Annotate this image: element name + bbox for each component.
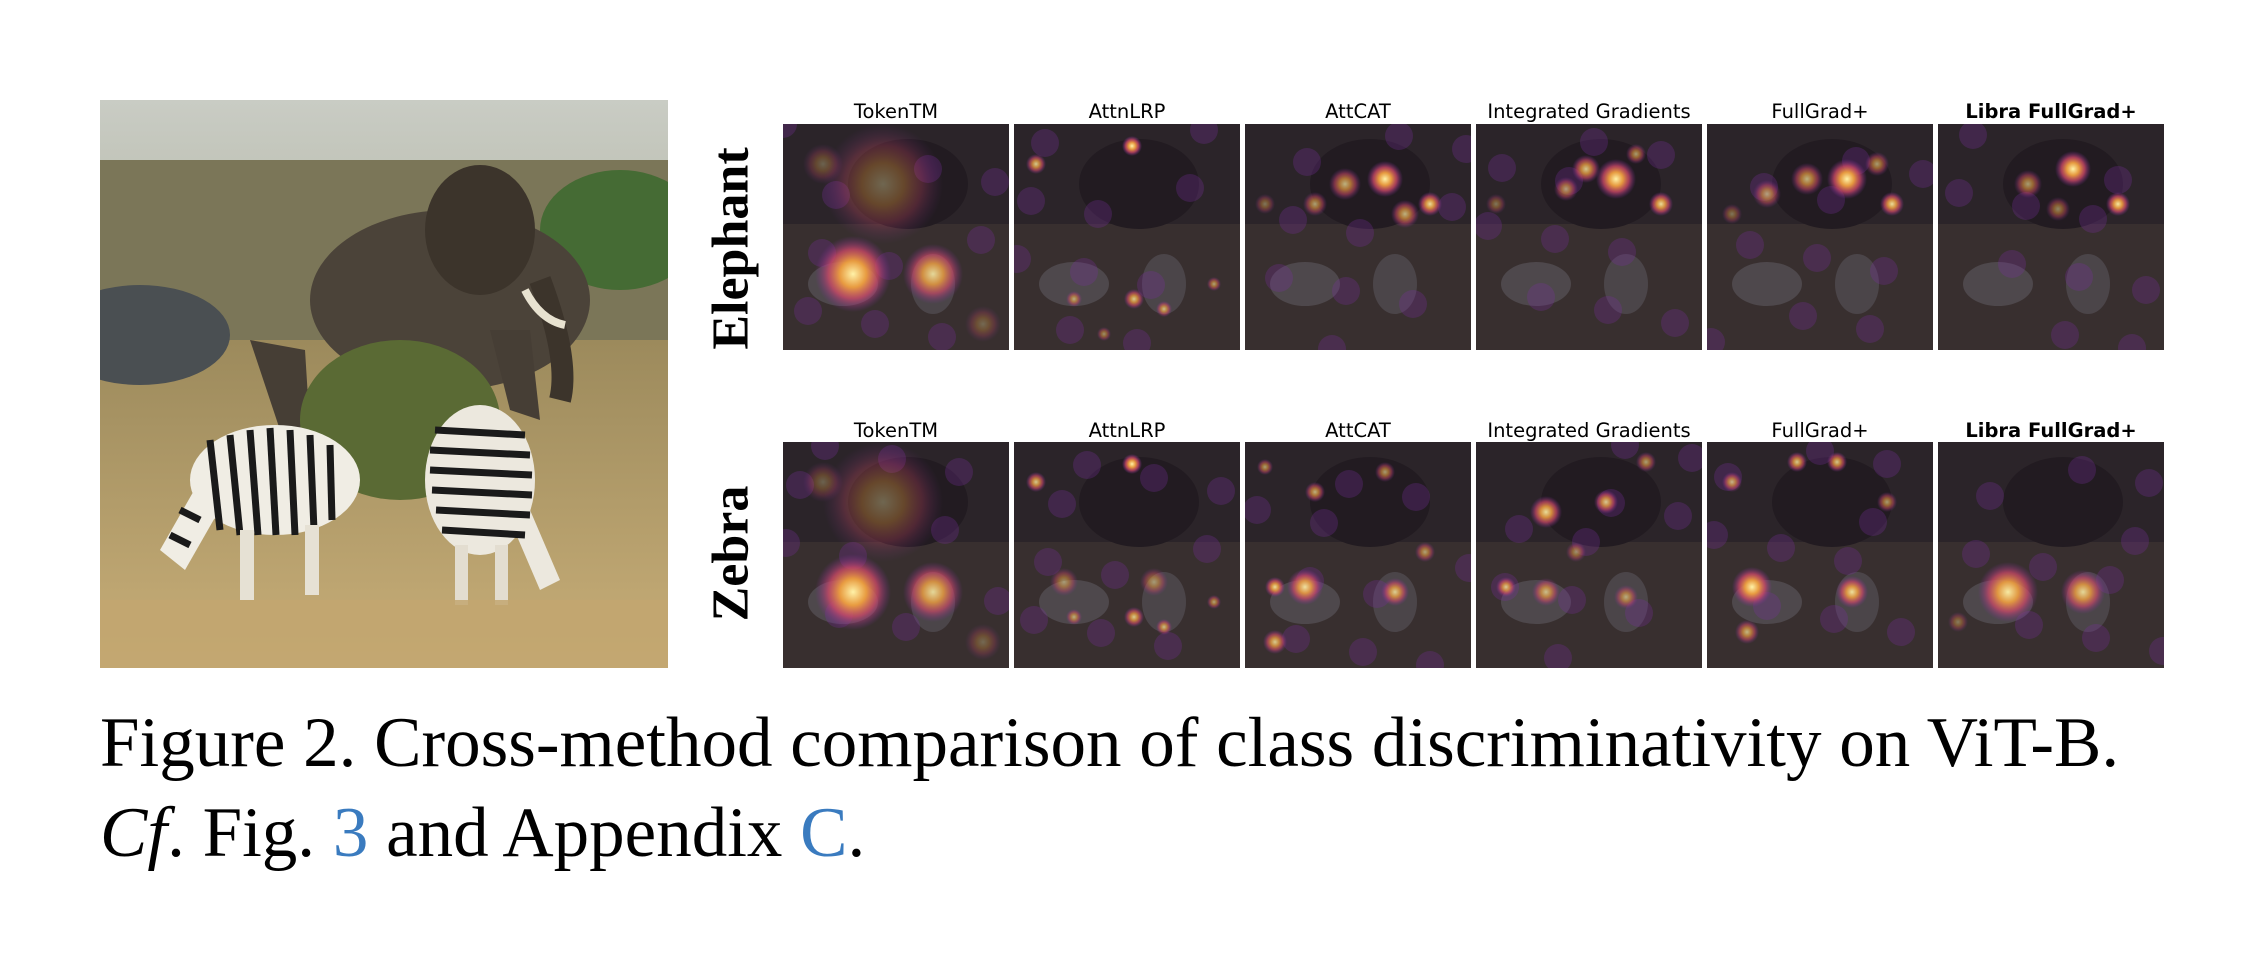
col-header-fullgrad-plus: FullGrad+	[1771, 419, 1869, 442]
col-header-attnlrp: AttnLRP	[1088, 100, 1166, 123]
heatmap-elephant-attcat	[1245, 124, 1471, 350]
heatmap-elephant-fullgrad-	[1707, 124, 1933, 350]
caption-end: .	[847, 794, 866, 872]
heatmap-zebra-tokentm	[783, 442, 1009, 668]
col-header-attcat: AttCAT	[1325, 419, 1391, 442]
col-header-tokentm: TokenTM	[853, 419, 939, 442]
heatmap-elephant-libra-fullgrad-	[1938, 124, 2164, 350]
heatmap-zebra-libra-fullgrad-	[1938, 442, 2164, 668]
col-header-libra-fullgrad-plus: Libra FullGrad+	[1965, 419, 2137, 442]
heatmap-zebra-integrated-gradients	[1476, 442, 1702, 668]
col-header-libra-fullgrad-plus: Libra FullGrad+	[1965, 100, 2137, 123]
heatmap-elephant-integrated-gradients	[1476, 124, 1702, 350]
caption-text: Cross-method comparison of class discrim…	[374, 704, 2120, 782]
col-header-fullgrad-plus: FullGrad+	[1771, 100, 1869, 123]
row-label-zebra: Zebra	[702, 485, 760, 622]
fig-3-link[interactable]: 3	[332, 794, 369, 872]
caption-prefix: Figure 2.	[100, 704, 357, 782]
col-header-integrated-gradients: Integrated Gradients	[1487, 419, 1691, 442]
col-header-attcat: AttCAT	[1325, 100, 1391, 123]
heatmap-elephant-tokentm	[783, 124, 1009, 350]
row-label-elephant: Elephant	[702, 147, 760, 350]
caption-and-word: and Appendix	[386, 794, 783, 872]
col-header-integrated-gradients: Integrated Gradients	[1487, 100, 1691, 123]
heatmap-zebra-attcat	[1245, 442, 1471, 668]
caption-cf: Cf	[100, 794, 168, 872]
heatmap-zebra-fullgrad-	[1707, 442, 1933, 668]
heatmap-elephant-attnlrp	[1014, 124, 1240, 350]
col-header-tokentm: TokenTM	[853, 100, 939, 123]
input-image	[100, 100, 668, 668]
appendix-c-link[interactable]: C	[800, 794, 848, 872]
col-header-attnlrp: AttnLRP	[1088, 419, 1166, 442]
figure-caption: Figure 2. Cross-method comparison of cla…	[100, 698, 2220, 878]
heatmap-zebra-attnlrp	[1014, 442, 1240, 668]
caption-fig-word: . Fig.	[167, 794, 316, 872]
